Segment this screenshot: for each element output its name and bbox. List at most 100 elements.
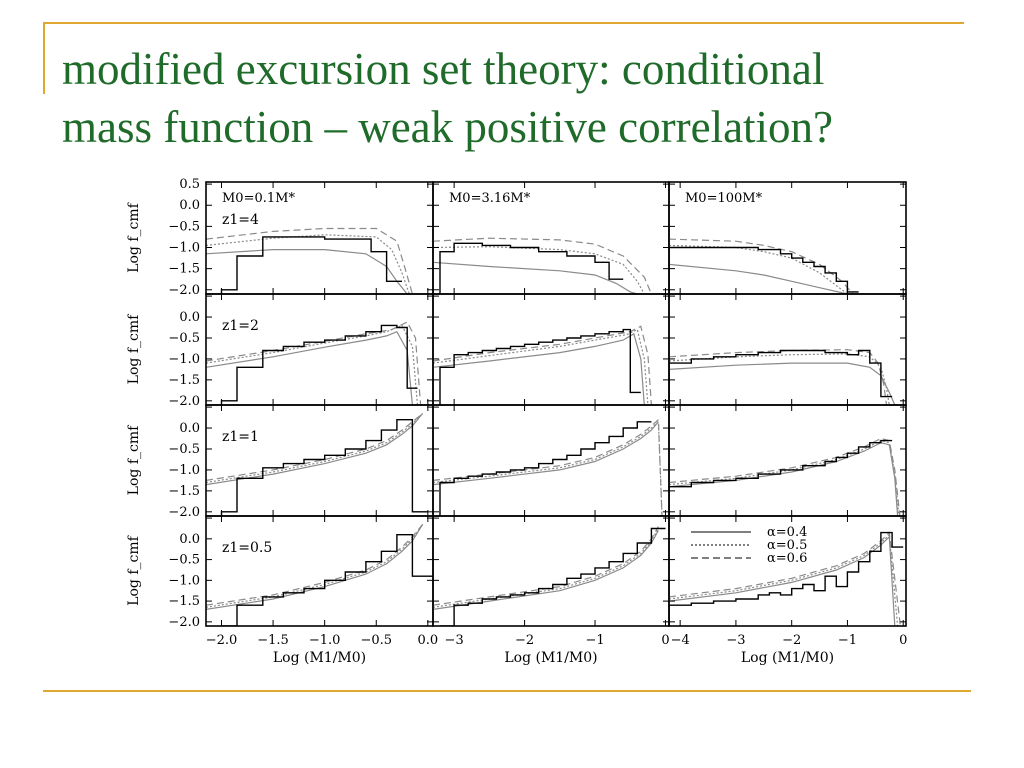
conditional-mass-function-figure: 0.5 0.0 −0.5 −1.0 −1.5 −2.0 Log f_cmf M0=0.1M* z… <box>126 177 907 666</box>
panel-r1-c1 <box>432 293 670 406</box>
panel-r2-c0 <box>205 404 434 517</box>
series-line-2 <box>206 324 419 405</box>
series-line-3 <box>433 237 652 294</box>
histogram <box>669 439 893 516</box>
y-tick-label: −0.5 <box>168 442 200 457</box>
series-line-3 <box>433 418 663 516</box>
row-label-z1: z1=0.5 <box>222 540 272 556</box>
series-line-1 <box>433 421 659 486</box>
y-tick-label: −1.0 <box>168 241 200 256</box>
series-line-1 <box>206 413 424 486</box>
slide-title-line-2: mass function – weak positive correlatio… <box>62 102 834 152</box>
panel-r3-c1 <box>432 515 670 627</box>
histogram <box>220 236 402 294</box>
histogram <box>669 246 859 294</box>
y-tick-label: −1.5 <box>168 373 200 388</box>
series-line-1 <box>669 535 896 626</box>
row-label-z1: z1=1 <box>222 429 259 445</box>
histogram <box>439 421 652 516</box>
x-tick-label: 0 <box>899 633 907 648</box>
histogram <box>669 349 893 405</box>
panel-frame <box>432 293 670 406</box>
panel-r1-c2 <box>668 293 907 406</box>
slide-title: modified excursion set theory: condition… <box>62 40 1002 156</box>
x-tick-label: −4 <box>671 633 690 648</box>
y-tick-label: −0.5 <box>168 219 200 234</box>
series-line-2 <box>669 533 899 626</box>
series-line-1 <box>433 332 645 405</box>
histogram <box>439 328 641 405</box>
histogram <box>669 531 904 626</box>
x-tick-label: −2 <box>782 633 801 648</box>
column-label-m0: M0=100M* <box>685 191 763 206</box>
title-accent-bar-vertical <box>43 22 45 94</box>
series-line-2 <box>433 528 659 608</box>
row-label-z1: z1=4 <box>222 212 259 228</box>
series-line-1 <box>206 523 424 610</box>
histogram <box>440 527 666 626</box>
y-tick-label: −1.5 <box>168 594 200 609</box>
series-line-2 <box>206 523 424 608</box>
series-line-1 <box>669 263 859 294</box>
x-tick-label: −3 <box>726 633 745 648</box>
x-tick-label: −2.0 <box>206 633 238 648</box>
y-tick-label: −1.0 <box>168 352 200 367</box>
panel-frame <box>668 293 907 406</box>
y-axis-label: Log f_cmf <box>126 424 142 495</box>
y-tick-label: −2.0 <box>168 615 200 630</box>
x-tick-label: −1.0 <box>309 633 341 648</box>
x-tick-label: −3 <box>445 633 464 648</box>
series-line-2 <box>433 420 663 516</box>
y-tick-label: −1.0 <box>168 463 200 478</box>
y-tick-label: 0.0 <box>179 532 200 547</box>
y-axis-label: Log f_cmf <box>126 201 142 272</box>
panel-r2-c2 <box>668 404 907 517</box>
panel-frame <box>432 404 670 517</box>
panel-frame <box>205 515 434 627</box>
y-tick-label: 0.0 <box>179 198 200 213</box>
panel-frame <box>432 515 670 627</box>
panel-frame <box>668 515 907 627</box>
histogram <box>220 324 418 405</box>
histogram <box>439 242 624 294</box>
series-line-3 <box>206 523 424 606</box>
x-tick-label: −0.5 <box>360 633 392 648</box>
y-tick-label: −1.5 <box>168 262 200 277</box>
legend-label: α=0.6 <box>767 551 807 566</box>
column-label-m0: M0=0.1M* <box>222 191 295 206</box>
x-tick-label: 0.0 <box>417 633 438 648</box>
legend-label: α=0.4 <box>767 525 807 540</box>
panel-r3-c0 <box>205 515 434 627</box>
panel-frame <box>668 404 907 517</box>
y-tick-label: −2.0 <box>168 394 200 409</box>
x-tick-label: −1 <box>838 633 857 648</box>
y-tick-label: −0.5 <box>168 553 200 568</box>
x-axis-label: Log (M1/M0) <box>741 650 834 666</box>
y-tick-label: 0.0 <box>179 310 200 325</box>
y-axis-label: Log f_cmf <box>126 313 142 384</box>
series-line-3 <box>206 321 422 405</box>
series-line-3 <box>433 526 659 606</box>
y-tick-label: −2.0 <box>168 505 200 520</box>
series-line-2 <box>669 353 890 405</box>
series-line-3 <box>206 412 424 481</box>
y-tick-label: −1.5 <box>168 484 200 499</box>
series-line-3 <box>669 349 888 405</box>
y-tick-label: −0.5 <box>168 331 200 346</box>
x-tick-label: −2 <box>515 633 534 648</box>
row-label-z1: z1=2 <box>222 318 259 334</box>
y-axis-label: Log f_cmf <box>126 534 142 605</box>
x-tick-label: 0 <box>661 633 669 648</box>
title-accent-rule-top <box>43 22 964 24</box>
panel-frame <box>205 293 434 406</box>
y-tick-label: 0.0 <box>179 421 200 436</box>
legend-label: α=0.5 <box>767 538 807 553</box>
series-line-2 <box>433 328 649 405</box>
x-axis-label: Log (M1/M0) <box>273 650 366 666</box>
column-label-m0: M0=3.16M* <box>449 191 531 206</box>
series-line-2 <box>669 439 900 516</box>
series-line-3 <box>433 325 652 405</box>
series-line-2 <box>206 234 410 294</box>
series-line-1 <box>433 530 659 610</box>
y-tick-label: 0.5 <box>179 177 200 192</box>
